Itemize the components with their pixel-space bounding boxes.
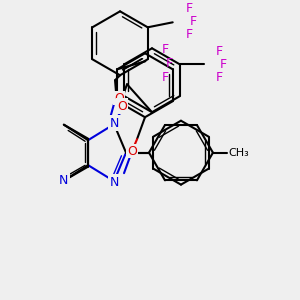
- Text: F: F: [186, 28, 193, 41]
- Text: O: O: [114, 92, 124, 105]
- Text: F: F: [161, 71, 168, 84]
- Text: N: N: [59, 174, 68, 187]
- Text: N: N: [110, 176, 119, 189]
- Text: F: F: [216, 45, 223, 58]
- Text: O: O: [117, 100, 127, 113]
- Text: CH₃: CH₃: [228, 148, 249, 158]
- Text: F: F: [161, 43, 168, 56]
- Text: F: F: [220, 58, 227, 71]
- Text: F: F: [190, 15, 197, 28]
- Text: F: F: [216, 71, 223, 84]
- Text: F: F: [165, 57, 172, 70]
- Text: O: O: [127, 145, 137, 158]
- Text: N: N: [110, 117, 119, 130]
- Text: F: F: [186, 2, 193, 15]
